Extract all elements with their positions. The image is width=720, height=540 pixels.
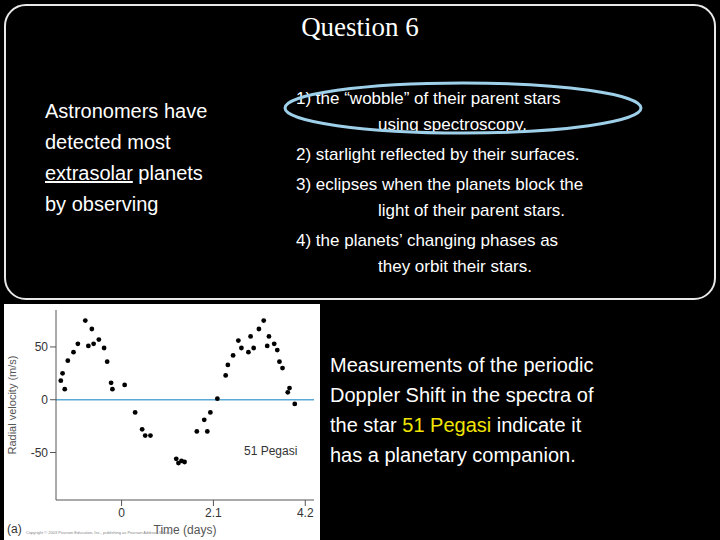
svg-text:2.1: 2.1 [205, 506, 222, 520]
html-text:3) eclipses when the planets b: 3) eclipses when the planets block the [296, 175, 584, 194]
html-text:extrasolar planets: extrasolar planets [45, 162, 203, 184]
html-text:they orbit their stars.: they orbit their stars. [378, 257, 532, 276]
html-text:the star 51 Pegasi indicate it: the star 51 Pegasi indicate it [330, 414, 582, 436]
html-text:1) the “wobble” of their paren: 1) the “wobble” of their parent stars [296, 89, 561, 108]
svg-text:0: 0 [118, 506, 125, 520]
svg-text:4.2: 4.2 [297, 506, 314, 520]
html-text:4) the planets’ changing phase: 4) the planets’ changing phases as [296, 231, 559, 250]
svg-text:Radial velocity (m/s): Radial velocity (m/s) [8, 355, 18, 454]
html-text:Astronomers have: Astronomers have [45, 100, 208, 122]
svg-text:-50: -50 [31, 446, 49, 460]
html-text:has a planetary companion.: has a planetary companion. [330, 444, 576, 466]
svg-text:Time (days): Time (days) [153, 523, 217, 537]
html-text:using spectroscopy.: using spectroscopy. [378, 115, 527, 134]
html-text:2) starlight reflected by thei: 2) starlight reflected by their surfaces… [296, 145, 580, 164]
svg-text:50: 50 [35, 340, 49, 354]
svg-text:0: 0 [41, 393, 48, 407]
html-text:51 Pegasi: 51 Pegasi [244, 444, 298, 458]
html-text:Doppler Shift in the spectra o: Doppler Shift in the spectra of [330, 384, 594, 406]
html-text:by observing: by observing [45, 193, 159, 215]
html-text:Copyright © 2003 Pearson Educa: Copyright © 2003 Pearson Education, Inc.… [26, 530, 173, 535]
html-text:detected most: detected most [45, 131, 171, 153]
html-text:(a): (a) [7, 522, 22, 536]
html-text:light of their parent stars.: light of their parent stars. [378, 201, 566, 220]
html-text:Question 6: Question 6 [301, 12, 419, 42]
html-text:Measurements of the periodic: Measurements of the periodic [330, 354, 594, 376]
